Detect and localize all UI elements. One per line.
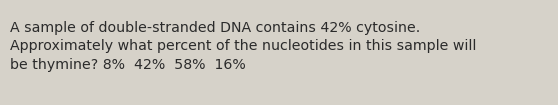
Text: A sample of double-stranded DNA contains 42% cytosine.
Approximately what percen: A sample of double-stranded DNA contains… bbox=[10, 21, 477, 72]
